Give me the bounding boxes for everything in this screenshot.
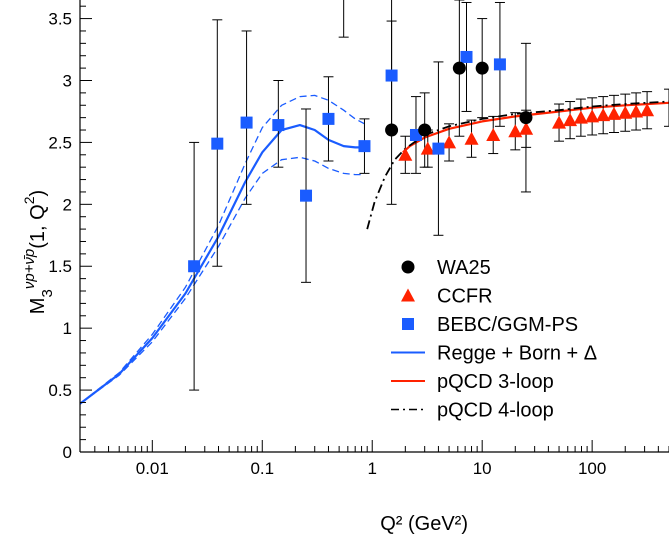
ccfr-point	[629, 104, 644, 118]
bebc-point	[240, 116, 253, 129]
legend-label-wa25: WA25	[437, 257, 491, 279]
bebc-point	[358, 140, 371, 153]
y-axis-title: M3νp+ν̄p(1, Q2)	[21, 190, 56, 314]
y-tick-label: 2.5	[48, 133, 72, 152]
legend-swatch-bebc	[402, 318, 414, 330]
ccfr-point	[596, 108, 611, 122]
ccfr-point	[606, 106, 621, 120]
axes: 0.01 0.1 1 10 100 0 0.5 1 1.5 2 2.5 3 3.5	[48, 0, 669, 478]
bebc-point	[460, 50, 473, 63]
y-tick-label: 1.5	[48, 257, 72, 276]
bebc-point	[211, 137, 224, 150]
ccfr-point	[398, 147, 413, 161]
ccfr-point	[585, 109, 600, 123]
wa25-point	[519, 111, 533, 125]
ccfr-point	[563, 113, 578, 127]
y-tick-label: 1	[63, 319, 72, 338]
ccfr-point	[640, 103, 655, 117]
error-bars-layer	[189, 0, 669, 391]
ccfr-point	[442, 135, 457, 149]
x-tick-label: 0.1	[250, 459, 274, 478]
bebc-point	[493, 58, 506, 71]
markers-layer	[188, 50, 655, 273]
x-axis-title: Q² (GeV²)	[380, 513, 468, 535]
bebc-point	[188, 260, 201, 273]
ccfr-point	[618, 105, 633, 119]
y-tick-label: 0	[63, 443, 72, 462]
legend-swatch-wa25	[401, 260, 415, 274]
bebc-point	[272, 119, 285, 132]
ccfr-point	[519, 121, 534, 135]
x-tick-label: 1	[367, 459, 376, 478]
ccfr-point	[464, 131, 479, 145]
legend-label-ccfr: CCFR	[437, 286, 493, 308]
x-tick-label: 10	[473, 459, 492, 478]
bebc-point	[300, 189, 313, 202]
legend: WA25 CCFR BEBC/GGM-PS Regge + Born + Δ pQCD …	[391, 257, 597, 422]
y-tick-label: 3.5	[48, 10, 72, 29]
legend-label-pqcd4: pQCD 4-loop	[437, 400, 554, 422]
y-tick-label: 3	[63, 71, 72, 90]
regge-born-delta-line	[80, 124, 365, 405]
ccfr-point	[508, 124, 523, 138]
bebc-point	[432, 142, 445, 155]
x-tick-label: 0.01	[136, 459, 169, 478]
wa25-point	[475, 61, 489, 75]
regge-upper-band-line	[80, 94, 365, 405]
legend-label-pqcd3: pQCD 3-loop	[437, 371, 554, 393]
ccfr-point	[420, 141, 435, 155]
y-tick-label: 2	[63, 195, 72, 214]
pqcd-3-loop-line	[402, 101, 669, 154]
bebc-point	[385, 69, 398, 82]
wa25-point	[418, 123, 432, 137]
wa25-point	[385, 123, 399, 137]
regge-lower-band-line	[80, 156, 365, 405]
pqcd-4-loop-line	[366, 100, 669, 230]
x-tick-label: 100	[578, 459, 606, 478]
ccfr-point	[552, 115, 567, 129]
y-tick-label: 0.5	[48, 381, 72, 400]
x-ticks: 0.01 0.1 1 10 100	[94, 440, 669, 478]
legend-swatch-ccfr	[401, 288, 415, 302]
legend-label-regge: Regge + Born + Δ	[437, 343, 597, 365]
ccfr-point	[573, 110, 588, 124]
bebc-point	[322, 112, 335, 125]
y-ticks: 0 0.5 1 1.5 2 2.5 3 3.5	[48, 5, 92, 462]
ccfr-point	[486, 127, 501, 141]
legend-label-bebc: BEBC/GGM-PS	[437, 314, 578, 336]
wa25-point	[452, 61, 466, 75]
